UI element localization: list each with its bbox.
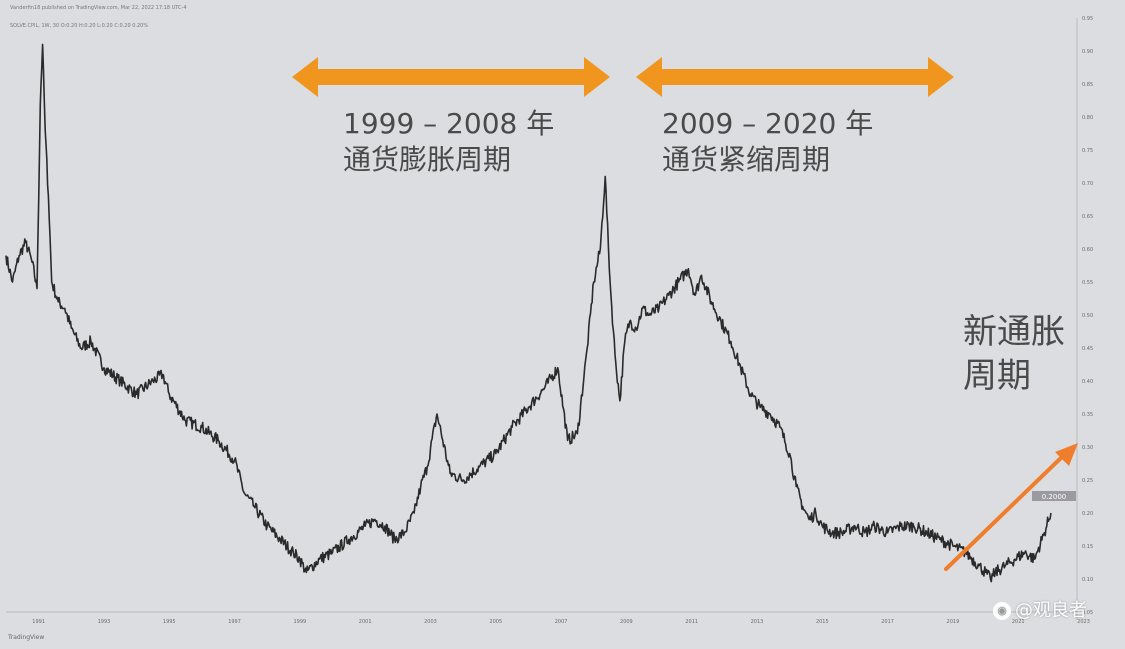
tradingview-logo: TradingView: [8, 634, 45, 641]
period2-double-arrow: [636, 57, 954, 97]
series-line: [5, 43, 1052, 583]
last-value-label: 0.2000: [1042, 493, 1067, 501]
watermark-text: @观良者: [1015, 600, 1087, 621]
publisher-line: Vanderfin18 published on TradingView.com…: [10, 5, 187, 11]
x-tick-label: 2003: [424, 619, 437, 625]
x-tick-label: 1995: [163, 619, 176, 625]
x-tick-label: 2011: [685, 619, 698, 625]
legend-line: SOLVE.CPIL, 1W, 30 O:0.20 H:0.20 L:0.20 …: [10, 23, 149, 29]
y-tick-label: 0.50: [1082, 313, 1093, 319]
y-tick-label: 0.80: [1082, 115, 1093, 121]
y-tick-label: 0.35: [1082, 412, 1093, 418]
x-tick-label: 2021: [1012, 619, 1025, 625]
x-tick-label: 2017: [881, 619, 894, 625]
y-tick-label: 0.20: [1082, 511, 1093, 517]
y-tick-label: 0.10: [1082, 577, 1093, 583]
y-tick-label: 0.15: [1082, 544, 1093, 550]
period1-double-arrow: [292, 57, 610, 97]
y-tick-label: 0.60: [1082, 247, 1093, 253]
new-cycle-label: 新通胀 周期: [963, 310, 1065, 398]
x-tick-label: 1999: [294, 619, 307, 625]
x-tick-label: 2001: [359, 619, 372, 625]
x-tick-label: 1997: [228, 619, 241, 625]
y-axis-ticks: 0.95 0.90 0.85 0.80 0.75 0.70 0.65 0.60 0.55 0.50…: [1082, 16, 1093, 616]
y-tick-label: 0.40: [1082, 379, 1093, 385]
x-tick-label: 2019: [947, 619, 960, 625]
last-value-tag: [1032, 491, 1076, 501]
y-tick-label: 0.75: [1082, 148, 1093, 154]
watermark: ◉ @观良者: [993, 596, 1087, 622]
y-tick-label: 0.25: [1082, 478, 1093, 484]
period1-cycle: 通货膨胀周期: [343, 143, 512, 176]
x-tick-label: 2023: [1077, 619, 1090, 625]
trend-arrow-head: [1055, 443, 1078, 466]
y-tick-label: 0.70: [1082, 181, 1093, 187]
y-tick-label: 0.55: [1082, 280, 1093, 286]
x-tick-label: 2007: [555, 619, 568, 625]
x-axis-ticks: 1991 1993 1995 1997 1999 2001 2003 2005 2007 2009…: [32, 619, 1090, 625]
x-tick-label: 1993: [98, 619, 111, 625]
new-cycle-line1: 新通胀: [963, 312, 1065, 352]
period2-cycle: 通货紧缩周期: [662, 143, 831, 176]
period2-years: 2009 – 2020 年: [662, 107, 874, 140]
x-tick-label: 2015: [816, 619, 829, 625]
y-tick-label: 0.05: [1082, 610, 1093, 616]
period2-label: 2009 – 2020 年 通货紧缩周期: [662, 106, 873, 178]
x-tick-label: 2013: [751, 619, 764, 625]
weibo-icon: ◉: [993, 602, 1011, 620]
x-tick-label: 1991: [32, 619, 45, 625]
y-tick-label: 0.95: [1082, 16, 1093, 22]
y-tick-label: 0.30: [1082, 445, 1093, 451]
y-tick-label: 0.45: [1082, 346, 1093, 352]
trend-arrow-line: [944, 453, 1066, 571]
period1-label: 1999 – 2008 年 通货膨胀周期: [343, 106, 554, 178]
y-tick-label: 0.85: [1082, 82, 1093, 88]
period1-years: 1999 – 2008 年: [343, 107, 555, 140]
y-tick-label: 0.65: [1082, 214, 1093, 220]
new-cycle-line2: 周期: [963, 356, 1031, 396]
x-tick-label: 2005: [489, 619, 502, 625]
x-tick-label: 2009: [620, 619, 633, 625]
y-tick-label: 0.90: [1082, 49, 1093, 55]
